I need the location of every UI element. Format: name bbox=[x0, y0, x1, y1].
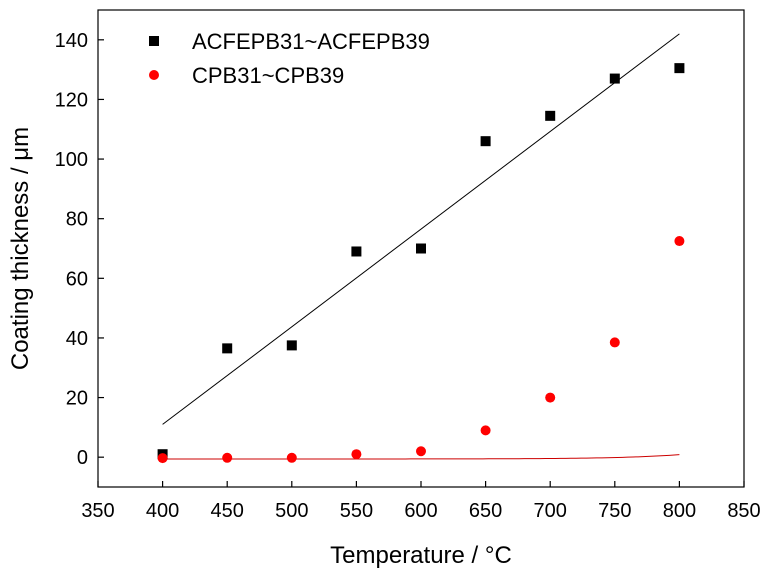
x-tick-label: 500 bbox=[275, 500, 308, 522]
legend-label-cpb: CPB31~CPB39 bbox=[192, 63, 344, 88]
legend-marker-circle bbox=[149, 70, 159, 80]
y-tick-label: 140 bbox=[55, 30, 88, 52]
square-data-point bbox=[545, 110, 556, 121]
x-tick-label: 850 bbox=[727, 500, 760, 522]
circle-data-point bbox=[286, 452, 297, 463]
x-tick-label: 450 bbox=[211, 500, 244, 522]
circle-data-point bbox=[416, 446, 426, 457]
x-tick-label: 650 bbox=[469, 500, 502, 522]
x-axis-ticks: 350 400 450 500 550 600 650 700 750 800 850 bbox=[81, 481, 761, 522]
x-tick-label: 350 bbox=[81, 500, 114, 522]
y-tick-label: 40 bbox=[66, 328, 88, 350]
square-data-point bbox=[286, 340, 297, 351]
square-data-point bbox=[222, 343, 233, 354]
x-tick-label: 550 bbox=[340, 500, 373, 522]
square-data-point bbox=[609, 73, 620, 84]
circle-data-point bbox=[480, 425, 491, 436]
data-markers bbox=[157, 63, 685, 464]
y-tick-label: 60 bbox=[66, 268, 88, 290]
legend-label-acfepb: ACFEPB31~ACFEPB39 bbox=[192, 29, 430, 54]
y-tick-label: 0 bbox=[77, 447, 88, 469]
x-tick-label: 600 bbox=[404, 500, 437, 522]
circle-data-point bbox=[157, 453, 168, 464]
circle-data-point bbox=[674, 236, 685, 247]
circle-data-point bbox=[609, 337, 620, 348]
x-tick-label: 400 bbox=[146, 500, 179, 522]
legend: ACFEPB31~ACFEPB39 CPB31~CPB39 bbox=[149, 29, 430, 88]
x-tick-label: 800 bbox=[663, 500, 696, 522]
square-data-point bbox=[674, 63, 685, 74]
exponential-fit-curve bbox=[162, 454, 680, 460]
y-tick-label: 100 bbox=[55, 149, 88, 171]
square-data-point bbox=[416, 243, 426, 254]
circle-data-point bbox=[222, 452, 233, 463]
circle-data-point bbox=[545, 392, 556, 403]
square-data-point bbox=[480, 136, 491, 147]
circle-data-point bbox=[351, 449, 362, 460]
fit-lines bbox=[162, 33, 680, 460]
plot-frame bbox=[97, 9, 745, 488]
x-axis-title: Temperature / °C bbox=[330, 542, 512, 569]
y-axis-ticks: 0 20 40 60 80 100 120 140 bbox=[55, 30, 104, 469]
y-tick-label: 20 bbox=[66, 388, 88, 410]
y-axis-title: Coating thickness / μm bbox=[7, 127, 34, 370]
y-tick-label: 80 bbox=[66, 209, 88, 231]
square-data-point bbox=[351, 246, 362, 257]
x-tick-label: 750 bbox=[598, 500, 631, 522]
linear-fit-line bbox=[162, 33, 680, 425]
x-tick-label: 700 bbox=[534, 500, 567, 522]
y-tick-label: 120 bbox=[55, 89, 88, 111]
legend-marker-square bbox=[149, 36, 159, 46]
